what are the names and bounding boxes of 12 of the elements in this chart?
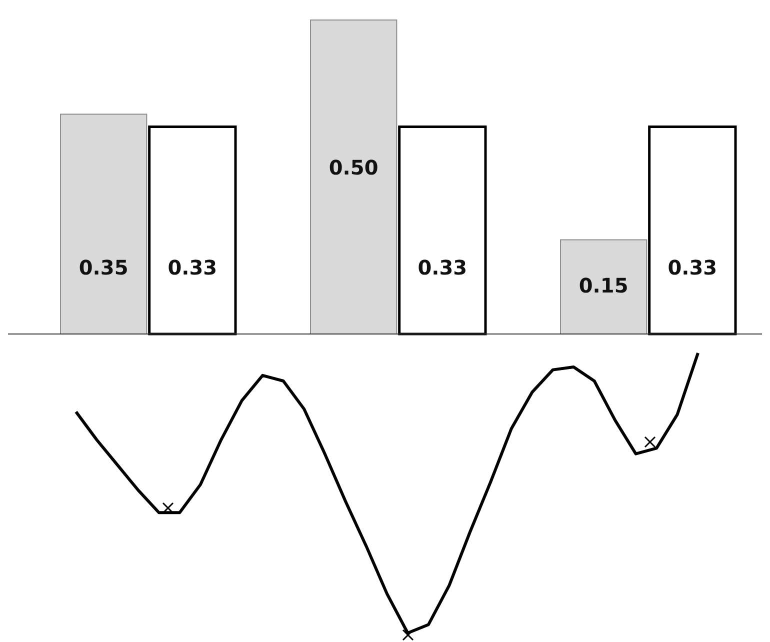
bar bbox=[560, 239, 648, 334]
bar bbox=[60, 114, 148, 334]
bar bbox=[648, 126, 737, 336]
data-label: 0.35 bbox=[78, 255, 128, 280]
bar bbox=[148, 126, 237, 336]
data-label: 0.33 bbox=[168, 255, 218, 280]
data-label: 0.33 bbox=[668, 255, 718, 280]
data-label: 0.50 bbox=[328, 155, 378, 180]
data-label: 0.15 bbox=[578, 273, 628, 298]
data-label: 0.33 bbox=[418, 255, 468, 280]
bar bbox=[398, 126, 487, 336]
bar bbox=[310, 20, 398, 334]
